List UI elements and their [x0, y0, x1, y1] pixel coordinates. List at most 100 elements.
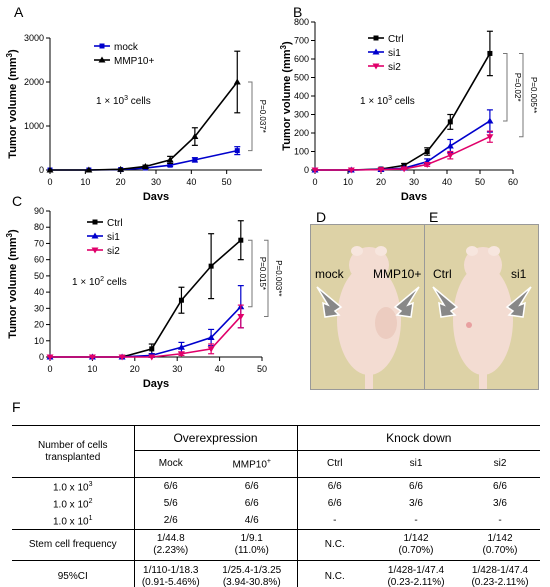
- data-point: [237, 313, 245, 320]
- x-tick-label: 10: [80, 177, 90, 187]
- y-tick-label: 100: [294, 147, 309, 157]
- panel-label-f: F: [12, 399, 21, 415]
- table-row: 1.0 x 103 6/6 6/6 6/6 6/6 6/6: [12, 477, 540, 495]
- table-cell: -: [372, 512, 460, 530]
- data-point: [46, 166, 54, 173]
- data-point: [148, 354, 156, 361]
- data-point: [177, 351, 185, 358]
- photo-d-left-label: mock: [315, 267, 344, 281]
- table-row-ci: 95%CI 1/110-1/18.3 (0.91-5.46%) 1/25.4-1/…: [12, 560, 540, 587]
- x-tick-label: 0: [47, 364, 52, 374]
- row-label: 1.0 x 101: [12, 512, 135, 530]
- x-tick-label: 10: [343, 177, 353, 187]
- x-tick-label: 20: [376, 177, 386, 187]
- x-axis-label: Days: [143, 191, 169, 200]
- p-value-bracket: [503, 52, 508, 122]
- table-cell: 2/6: [134, 512, 207, 530]
- data-point: [149, 346, 155, 352]
- panel-label-e: E: [429, 209, 439, 225]
- legend-label: Ctrl: [107, 218, 123, 229]
- data-point: [446, 152, 454, 159]
- data-point: [372, 48, 380, 55]
- y-tick-label: 90: [34, 206, 44, 216]
- data-point: [424, 149, 430, 154]
- data-point: [191, 133, 199, 140]
- data-point: [92, 219, 98, 225]
- y-axis-label: Tumor volume (mm3): [280, 41, 293, 151]
- table-cell: -: [297, 512, 372, 530]
- table-cell: 3/6: [409, 497, 423, 509]
- data-point: [372, 63, 380, 70]
- x-tick-label: 10: [87, 364, 97, 374]
- data-point: [447, 119, 453, 125]
- panel-label-d: D: [316, 209, 327, 225]
- y-tick-label: 0: [39, 352, 44, 362]
- chart-panel-a: 0 10 20 30 40 50 0 1000 2000 3000 Days Tumor volume…: [5, 33, 267, 200]
- row-label-exponent: 1: [88, 514, 93, 522]
- y-tick-label: 300: [294, 110, 309, 120]
- data-point: [88, 354, 96, 361]
- header-si2: si2: [460, 450, 540, 478]
- y-tick-label: 600: [294, 54, 309, 64]
- ci-cell: 1/110-1/18.3 (0.91-5.46%): [134, 560, 207, 587]
- x-tick-label: 50: [222, 177, 232, 187]
- ci-si1-percent: (0.23-2.11%): [387, 577, 445, 587]
- table-row: 1.0 x 102 5/6 6/6 6/6 3/6 3/6: [12, 495, 540, 512]
- y-tick-label: 80: [34, 222, 44, 232]
- mouse-photo-d: mock MMP10+: [310, 224, 425, 390]
- table-row: 1.0 x 101 2/6 4/6- - -: [12, 512, 540, 530]
- mouse-illustration-e: [432, 246, 532, 389]
- data-point: [117, 165, 125, 172]
- data-point: [486, 134, 494, 141]
- table-header-cells: Number of cells transplanted: [12, 425, 135, 478]
- x-axis-label: Days: [143, 378, 169, 390]
- panel-label-a: A: [14, 4, 24, 20]
- y-tick-label: 0: [304, 165, 309, 175]
- row-label-text: 1.0 x 10: [53, 516, 89, 528]
- data-point: [207, 334, 215, 341]
- x-tick-label: 50: [257, 364, 267, 374]
- ci-cell: 1/428-1/47.4 (0.23-2.11%): [372, 560, 460, 587]
- y-tick-label: 20: [34, 320, 44, 330]
- y-tick-label: 3000: [24, 33, 44, 43]
- arrow-left-icon: [316, 286, 343, 318]
- legend-label: MMP10+: [114, 56, 154, 67]
- photo-d-right-label: MMP10+: [373, 267, 422, 281]
- freq-cell: N.C.: [297, 529, 372, 561]
- ci-si1-value: 1/428-1/47.4: [387, 565, 445, 576]
- data-point: [423, 161, 431, 168]
- y-tick-label: 50: [34, 271, 44, 281]
- data-point: [177, 343, 185, 350]
- y-tick-label: 800: [294, 17, 309, 27]
- header-ctrl: Ctrl: [297, 450, 372, 478]
- ci-ctrl-value: N.C.: [324, 571, 345, 582]
- row-label-exponent: 2: [88, 497, 93, 505]
- x-tick-label: 30: [409, 177, 419, 187]
- table-cell: 6/6: [207, 477, 298, 495]
- row-label-exponent: 3: [88, 480, 93, 488]
- ci-si2-percent: (0.23-2.11%): [471, 577, 529, 587]
- data-point: [207, 346, 215, 353]
- freq-si2-value: 1/142: [487, 533, 513, 544]
- table-cell: 4/6: [207, 512, 298, 530]
- ci-mock-percent: (0.91-5.46%): [141, 577, 200, 587]
- data-point: [373, 35, 379, 41]
- y-tick-label: 400: [294, 91, 309, 101]
- freq-cell: 1/142 (0.70%): [460, 529, 540, 561]
- table-cell: 6/6: [327, 480, 342, 492]
- arrow-right-icon: [505, 286, 532, 318]
- freq-si2-percent: (0.70%): [482, 545, 518, 556]
- panel-label-c: C: [12, 193, 23, 209]
- data-point: [98, 56, 106, 63]
- chart-panel-c: 0 10 20 30 40 50 0 10 20 30 40 50 60 70 80 90 Days Tumor …: [5, 206, 283, 390]
- header-mmp10-sup: +: [266, 458, 272, 466]
- table-cell: 5/6: [163, 497, 178, 509]
- p-value-bracket: [264, 239, 269, 317]
- series-line: [315, 53, 491, 171]
- ci-si2-value: 1/428-1/47.4: [471, 565, 529, 576]
- table-row-frequency: Stem cell frequency 1/44.8 (2.23%) 1/9.1(…: [12, 529, 540, 561]
- y-tick-label: 30: [34, 303, 44, 313]
- data-point: [167, 162, 173, 168]
- cells-annotation: 1 × 103 cells: [360, 95, 415, 107]
